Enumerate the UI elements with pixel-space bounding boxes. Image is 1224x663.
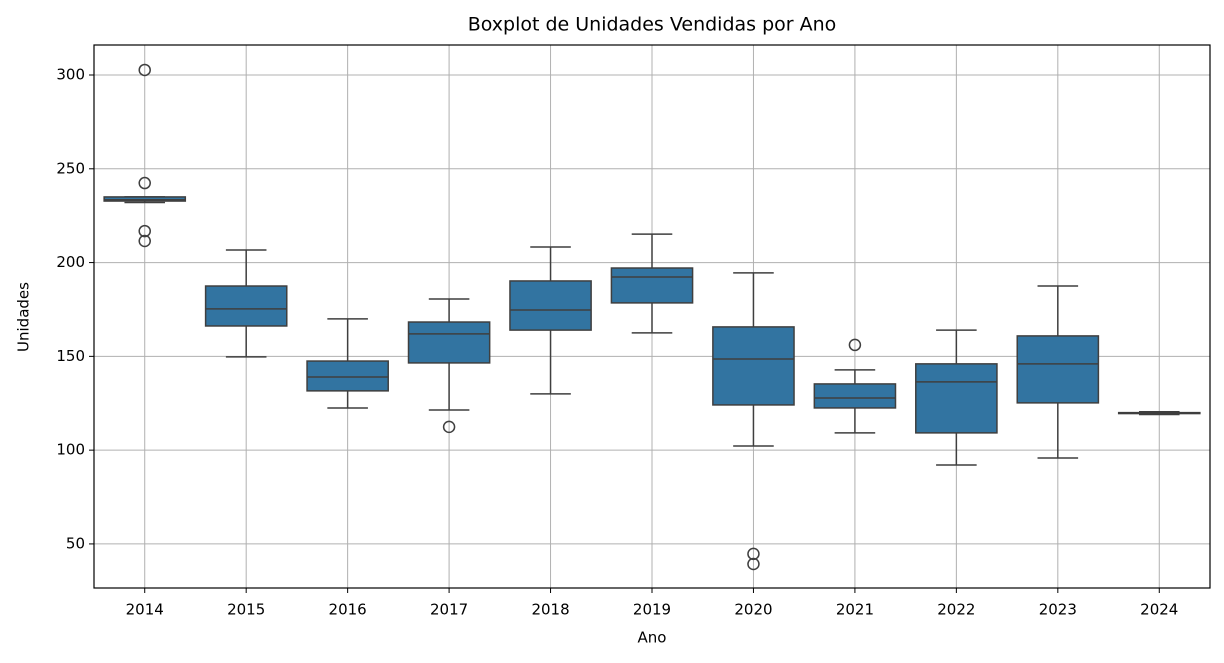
x-tick-label: 2014	[126, 601, 164, 619]
x-tick-label: 2021	[836, 601, 874, 619]
x-tick-label: 2020	[734, 601, 772, 619]
y-tick-label: 200	[56, 253, 85, 271]
outlier	[138, 224, 151, 238]
x-tick-label: 2018	[531, 601, 569, 619]
x-tick-label: 2019	[633, 601, 671, 619]
box	[407, 321, 491, 364]
chart-title: Boxplot de Unidades Vendidas por Ano	[468, 14, 837, 36]
box	[813, 383, 897, 409]
outlier	[138, 63, 151, 77]
outlier	[138, 176, 151, 190]
box	[610, 267, 694, 304]
x-tick-label: 2023	[1039, 601, 1077, 619]
x-tick-label: 2024	[1140, 601, 1178, 619]
plot-frame	[93, 44, 1211, 589]
y-tick-label: 250	[56, 159, 85, 177]
x-tick-label: 2016	[329, 601, 367, 619]
box	[103, 196, 187, 202]
y-tick-label: 50	[66, 534, 85, 552]
y-tick-label: 300	[56, 66, 85, 84]
box	[509, 280, 592, 331]
outlier	[747, 557, 760, 571]
outlier	[138, 234, 151, 248]
outlier	[442, 420, 456, 434]
y-axis-label: Unidades	[15, 282, 33, 352]
box	[1016, 335, 1100, 404]
x-tick-label: 2022	[937, 601, 975, 619]
x-axis-label: Ano	[638, 629, 667, 647]
x-tick-label: 2015	[227, 601, 265, 619]
outlier	[848, 338, 862, 352]
y-tick-label: 100	[56, 441, 85, 459]
box	[306, 360, 389, 392]
x-tick-label: 2017	[430, 601, 468, 619]
box	[915, 363, 998, 434]
box	[712, 326, 795, 406]
outlier	[747, 547, 760, 561]
y-tick-label: 150	[56, 347, 85, 365]
box	[204, 285, 288, 327]
